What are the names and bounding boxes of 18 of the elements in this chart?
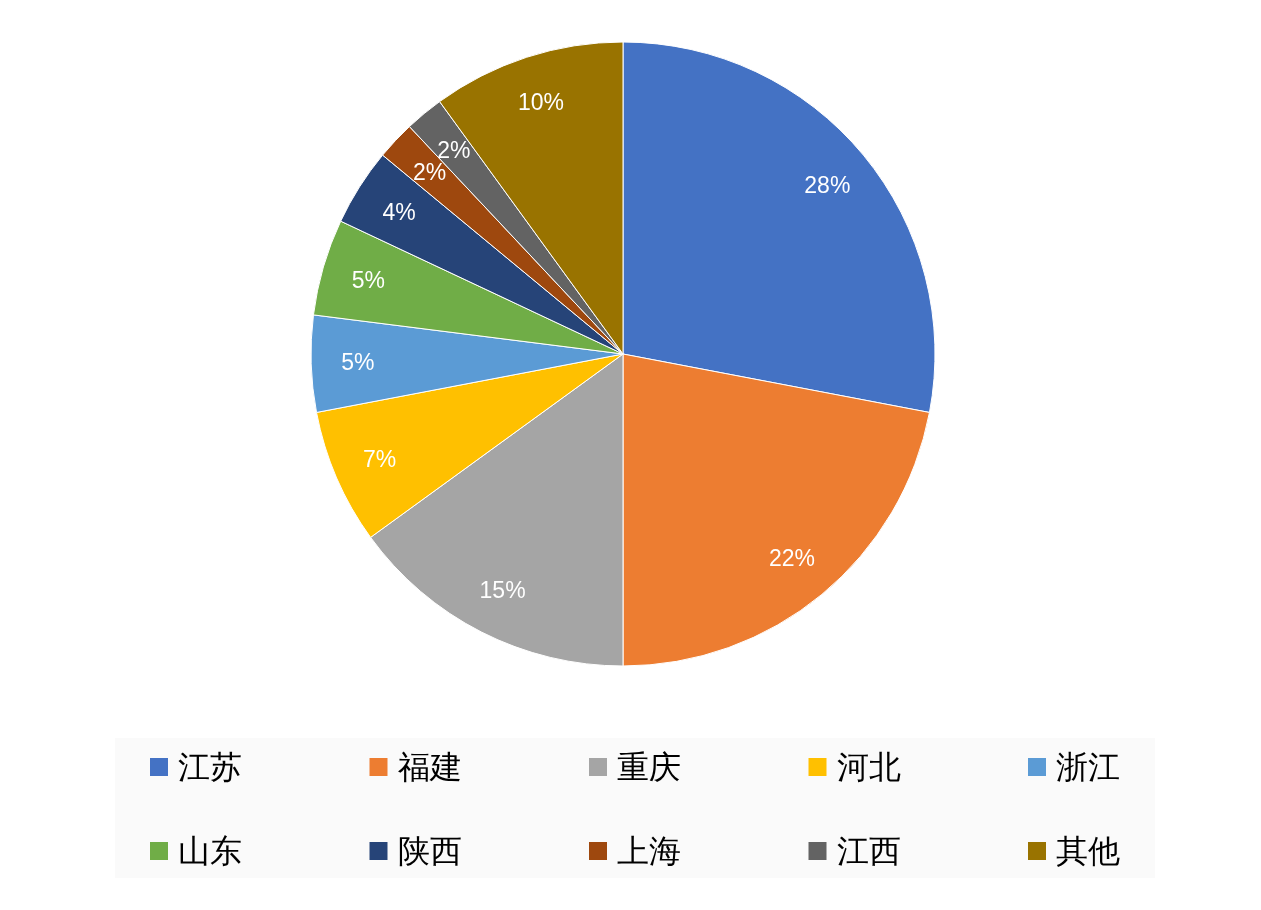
legend-label: 江苏 (178, 749, 242, 785)
data-label: 5% (351, 267, 385, 294)
legend-label: 浙江 (1056, 749, 1120, 785)
data-label: 5% (341, 349, 375, 376)
legend-label: 福建 (397, 749, 462, 785)
data-label: 22% (769, 545, 816, 572)
data-label: 7% (362, 446, 397, 473)
legend-label: 上海 (617, 833, 681, 869)
data-label: 10% (518, 88, 565, 115)
legend-label: 河北 (836, 749, 901, 785)
legend-label: 其他 (1056, 833, 1120, 869)
data-label: 15% (479, 577, 526, 604)
data-label: 4% (382, 198, 416, 225)
legend-label: 陕西 (397, 833, 462, 869)
legend-label: 山东 (178, 833, 242, 869)
data-label: 28% (804, 171, 851, 198)
legend-label: 重庆 (617, 749, 681, 785)
legend-label: 江西 (836, 833, 901, 869)
